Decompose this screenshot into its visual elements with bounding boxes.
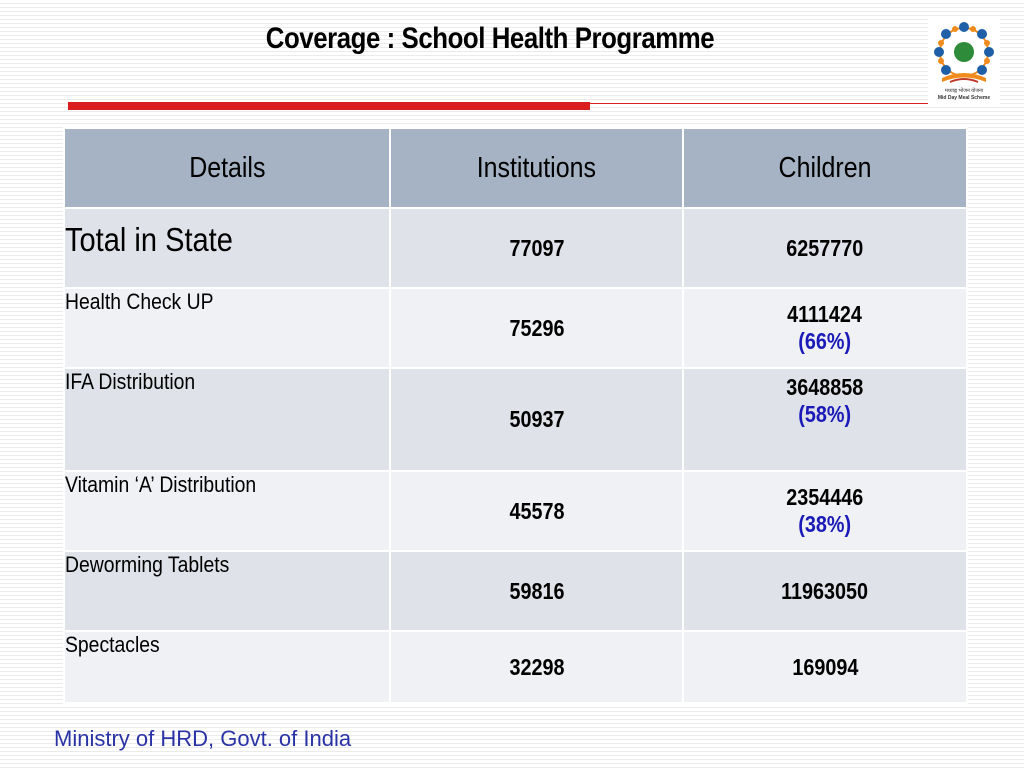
row-details: Total in State (63, 207, 391, 289)
row-institutions: 32298 (389, 630, 684, 704)
logo-label: मध्याह्न भोजन योजना (944, 88, 984, 94)
row-details: Deworming Tablets (63, 550, 391, 632)
row-children-percent: (38%) (798, 511, 852, 537)
table-row: Deworming Tablets 59816 11963050 (63, 550, 968, 632)
column-header-children: Children (682, 127, 968, 209)
title-underline-thin (590, 103, 930, 104)
logo-sublabel: Mid Day Meal Scheme (937, 95, 991, 101)
mid-day-meal-logo: मध्याह्न भोजन योजना Mid Day Meal Scheme (928, 18, 1000, 104)
logo-emblem-icon (934, 22, 994, 83)
page-title: Coverage : School Health Programme (265, 22, 715, 55)
table-row: Health Check UP 75296 4111424 (66%) (63, 287, 968, 369)
row-institutions: 77097 (389, 207, 684, 289)
row-children: 4111424 (66%) (682, 287, 968, 369)
row-children: 169094 (682, 630, 968, 704)
row-children: 3648858 (58%) (682, 367, 968, 472)
title-underline-thick (68, 102, 590, 110)
row-institutions: 50937 (389, 367, 684, 472)
row-details: IFA Distribution (63, 367, 391, 472)
row-children: 2354446 (38%) (682, 470, 968, 552)
row-details: Spectacles (63, 630, 391, 704)
table-header-row: Details Institutions Children (63, 127, 968, 209)
row-children-percent: (58%) (798, 401, 852, 427)
row-children: 6257770 (682, 207, 968, 289)
column-header-details: Details (63, 127, 391, 209)
footer-ministry: Ministry of HRD, Govt. of India (54, 726, 352, 751)
row-children: 11963050 (682, 550, 968, 632)
column-header-institutions: Institutions (389, 127, 684, 209)
coverage-table: Details Institutions Children Total in S… (63, 127, 968, 704)
row-institutions: 59816 (389, 550, 684, 632)
row-children-percent: (66%) (798, 328, 852, 354)
row-institutions: 75296 (389, 287, 684, 369)
row-institutions: 45578 (389, 470, 684, 552)
row-details: Vitamin ‘A’ Distribution (63, 470, 391, 552)
table-row: Vitamin ‘A’ Distribution 45578 2354446 (… (63, 470, 968, 552)
row-details: Health Check UP (63, 287, 391, 369)
table-row: Total in State 77097 6257770 (63, 207, 968, 289)
table-row: IFA Distribution 50937 3648858 (58%) (63, 367, 968, 472)
table-row: Spectacles 32298 169094 (63, 630, 968, 704)
